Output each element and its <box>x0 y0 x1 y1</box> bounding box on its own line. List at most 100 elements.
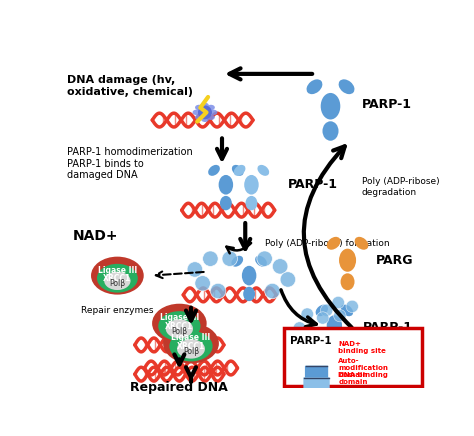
Circle shape <box>187 262 202 277</box>
Text: Ligase III: Ligase III <box>160 313 199 323</box>
Ellipse shape <box>219 175 233 194</box>
Ellipse shape <box>152 304 207 343</box>
FancyArrowPatch shape <box>174 354 184 364</box>
Text: XRCC1: XRCC1 <box>165 322 193 330</box>
Text: PARG: PARG <box>375 254 413 267</box>
FancyArrowPatch shape <box>304 146 352 327</box>
FancyArrowPatch shape <box>281 290 316 327</box>
Circle shape <box>222 251 237 266</box>
Text: Polβ: Polβ <box>171 327 187 336</box>
Ellipse shape <box>321 93 340 119</box>
Ellipse shape <box>339 249 356 272</box>
Ellipse shape <box>207 105 215 110</box>
Text: XRCC1: XRCC1 <box>177 342 205 351</box>
Ellipse shape <box>192 110 201 115</box>
Ellipse shape <box>307 79 322 94</box>
Ellipse shape <box>166 319 193 338</box>
Ellipse shape <box>201 116 209 122</box>
Ellipse shape <box>244 175 259 194</box>
Ellipse shape <box>97 264 138 293</box>
FancyBboxPatch shape <box>305 366 328 378</box>
Ellipse shape <box>327 315 342 336</box>
Text: Repair enzymes: Repair enzymes <box>81 307 154 315</box>
Ellipse shape <box>302 342 311 351</box>
Ellipse shape <box>158 311 201 341</box>
Ellipse shape <box>201 103 209 108</box>
Text: Ligase III: Ligase III <box>98 266 137 275</box>
FancyBboxPatch shape <box>303 377 330 391</box>
Ellipse shape <box>243 287 255 301</box>
Ellipse shape <box>327 237 340 250</box>
Ellipse shape <box>220 196 232 210</box>
Text: DNA damage (hv,
oxidative, chemical): DNA damage (hv, oxidative, chemical) <box>67 75 193 97</box>
FancyArrowPatch shape <box>186 308 196 320</box>
FancyBboxPatch shape <box>284 328 422 386</box>
Text: Auto-
modification
domain: Auto- modification domain <box>338 358 388 378</box>
Circle shape <box>280 272 296 287</box>
Text: PARP-1 binds to
damaged DNA: PARP-1 binds to damaged DNA <box>67 159 144 180</box>
Ellipse shape <box>341 305 353 316</box>
Text: Polβ: Polβ <box>109 279 126 288</box>
Circle shape <box>293 322 306 334</box>
Ellipse shape <box>195 105 203 110</box>
Ellipse shape <box>177 339 205 359</box>
Text: NAD+: NAD+ <box>73 228 118 242</box>
Text: PARP-1: PARP-1 <box>363 321 413 334</box>
Text: PARP-1: PARP-1 <box>362 98 411 111</box>
FancyArrowPatch shape <box>240 223 250 249</box>
Ellipse shape <box>91 257 144 295</box>
Ellipse shape <box>208 165 220 176</box>
Ellipse shape <box>321 342 331 351</box>
Ellipse shape <box>355 237 368 250</box>
Circle shape <box>257 251 273 266</box>
Ellipse shape <box>207 115 215 120</box>
FancyArrowPatch shape <box>217 138 227 159</box>
Ellipse shape <box>328 337 341 353</box>
Circle shape <box>320 304 333 317</box>
Circle shape <box>273 259 288 274</box>
Circle shape <box>317 312 329 324</box>
Circle shape <box>302 333 315 345</box>
Ellipse shape <box>341 273 355 290</box>
Text: Repaired DNA: Repaired DNA <box>130 381 228 394</box>
Text: PARP-1: PARP-1 <box>288 178 338 191</box>
Ellipse shape <box>104 272 130 290</box>
Text: Poly (ADP-ribose) formation: Poly (ADP-ribose) formation <box>264 239 389 248</box>
Ellipse shape <box>255 256 267 267</box>
Circle shape <box>301 308 313 320</box>
Ellipse shape <box>246 196 257 210</box>
Ellipse shape <box>316 305 328 316</box>
Text: NAD+
binding site: NAD+ binding site <box>338 341 386 354</box>
Text: Polβ: Polβ <box>183 347 199 356</box>
Text: DNA binding
domain: DNA binding domain <box>338 372 388 385</box>
Ellipse shape <box>232 165 244 176</box>
Ellipse shape <box>210 110 218 115</box>
Text: PARP-1: PARP-1 <box>290 336 332 346</box>
Circle shape <box>198 106 212 119</box>
Ellipse shape <box>312 368 321 380</box>
Text: Poly (ADP-ribose)
degradation: Poly (ADP-ribose) degradation <box>362 177 439 197</box>
Ellipse shape <box>338 79 355 94</box>
Text: Ligase III: Ligase III <box>172 334 210 342</box>
Text: PARP-1 homodimerization: PARP-1 homodimerization <box>67 147 193 157</box>
Ellipse shape <box>163 323 219 364</box>
Ellipse shape <box>234 165 246 176</box>
Circle shape <box>334 310 346 322</box>
Ellipse shape <box>169 331 213 361</box>
Text: XRCC1: XRCC1 <box>103 274 131 283</box>
Circle shape <box>202 251 218 266</box>
Circle shape <box>195 276 210 291</box>
Circle shape <box>346 300 358 313</box>
FancyArrowPatch shape <box>229 68 312 79</box>
Ellipse shape <box>310 351 322 367</box>
Ellipse shape <box>322 121 338 141</box>
Ellipse shape <box>242 266 256 286</box>
Ellipse shape <box>195 115 203 120</box>
Circle shape <box>332 296 345 309</box>
Ellipse shape <box>231 256 243 267</box>
FancyArrowPatch shape <box>186 367 196 382</box>
Circle shape <box>210 283 226 299</box>
Circle shape <box>264 283 280 299</box>
Ellipse shape <box>257 165 269 176</box>
FancyArrowPatch shape <box>227 243 251 253</box>
